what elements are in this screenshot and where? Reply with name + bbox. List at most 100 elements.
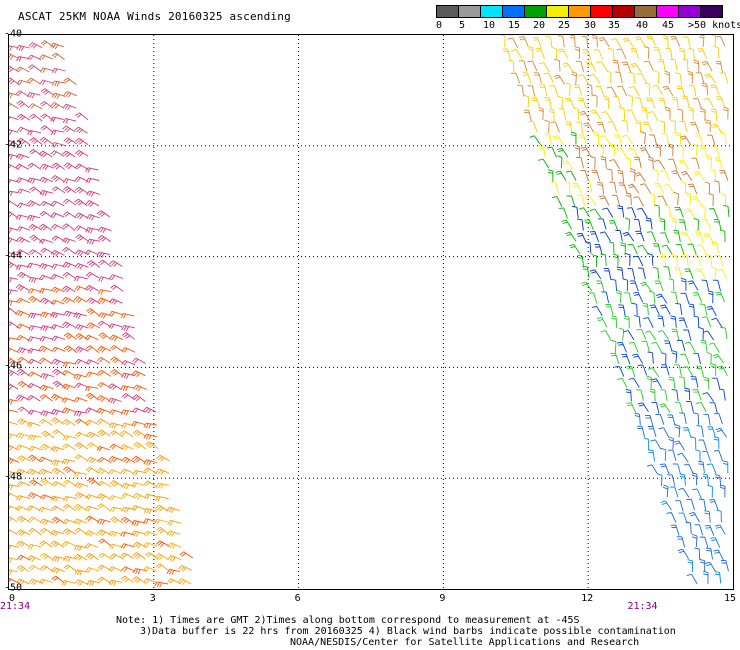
wind-barb <box>699 558 706 572</box>
wind-barb <box>108 397 122 404</box>
wind-barb <box>647 111 659 122</box>
wind-barb <box>121 566 136 572</box>
wind-barb <box>155 526 170 535</box>
wind-barb <box>714 571 722 584</box>
wind-barb <box>682 427 692 439</box>
wind-barb <box>50 299 65 306</box>
wind-barb <box>74 126 88 134</box>
wind-barb <box>624 217 631 231</box>
wind-barb <box>9 227 18 233</box>
wind-barb <box>17 126 31 133</box>
wind-barb <box>17 380 31 389</box>
wind-barb <box>591 169 601 181</box>
wind-barb <box>649 388 656 402</box>
wind-barb <box>671 389 679 402</box>
wind-barb <box>665 106 671 120</box>
wind-barb <box>589 269 602 280</box>
wind-barb <box>156 454 170 462</box>
wind-barb <box>84 385 99 392</box>
wind-barb <box>74 176 89 182</box>
wind-barb <box>39 288 53 294</box>
wind-barb <box>40 552 54 561</box>
wind-barb <box>687 183 698 195</box>
wind-barb <box>640 131 646 145</box>
wind-barb <box>693 412 700 425</box>
wind-barb <box>40 373 54 380</box>
wind-barb <box>132 541 147 549</box>
wind-barb <box>86 308 100 316</box>
wind-barb <box>144 493 158 500</box>
wind-barb <box>97 518 111 525</box>
wind-barb <box>590 155 596 169</box>
latitude-tick-label: -40 <box>4 28 23 40</box>
wind-barbs <box>9 35 730 588</box>
wind-barb <box>17 138 31 146</box>
wind-barb <box>85 167 99 173</box>
wind-barb <box>679 135 692 146</box>
wind-barb <box>673 191 679 206</box>
wind-barb <box>683 463 694 475</box>
wind-barb <box>85 530 99 537</box>
wind-barb <box>674 401 683 414</box>
wind-barb <box>131 482 146 488</box>
wind-barb <box>704 524 715 536</box>
wind-barb <box>653 47 662 59</box>
wind-barb <box>680 353 690 365</box>
wind-barb <box>653 243 662 255</box>
wind-barb <box>97 226 112 234</box>
wind-barb <box>27 555 41 562</box>
wind-barb <box>9 65 19 73</box>
wind-barb <box>618 304 626 317</box>
wind-barb <box>651 401 660 414</box>
wind-barb <box>694 547 701 561</box>
wind-barb <box>625 252 631 266</box>
wind-barb <box>611 315 618 328</box>
wind-barb <box>16 202 31 209</box>
wind-barb <box>108 298 123 305</box>
wind-barb <box>62 261 77 269</box>
wind-barb <box>723 106 729 120</box>
wind-barb <box>16 56 30 62</box>
wind-barb <box>74 569 89 576</box>
wind-barb <box>711 108 718 121</box>
wind-barb <box>85 494 100 500</box>
wind-barb <box>17 406 31 414</box>
wind-barb <box>674 206 684 218</box>
wind-barb <box>633 255 644 267</box>
wind-barb <box>692 291 703 303</box>
wind-barb <box>706 134 716 146</box>
wind-barb <box>62 198 77 206</box>
wind-barb <box>63 564 77 572</box>
wind-barb <box>9 421 18 425</box>
wind-barb <box>647 367 660 378</box>
wind-barb <box>579 110 591 122</box>
wind-barb <box>51 346 66 353</box>
wind-barb <box>687 243 697 255</box>
wind-barb <box>713 413 723 425</box>
wind-barb <box>687 280 699 291</box>
wind-barb <box>667 474 676 486</box>
wind-barb <box>109 443 124 450</box>
wind-barb <box>554 58 561 72</box>
wind-barb <box>73 503 88 511</box>
wind-barb <box>551 196 563 207</box>
wind-barb <box>51 567 65 574</box>
wind-barb <box>63 186 77 194</box>
wind-barb <box>611 339 617 353</box>
wind-barb <box>644 414 654 427</box>
wind-barb <box>557 155 563 169</box>
wind-barb <box>636 425 645 438</box>
wind-barb <box>707 426 716 438</box>
wind-barb <box>553 74 566 85</box>
wind-barb <box>9 277 18 283</box>
wind-barb <box>710 266 717 280</box>
wind-barb <box>16 515 31 523</box>
wind-barb <box>598 143 605 157</box>
wind-barb <box>544 97 552 109</box>
wind-barb <box>109 430 124 438</box>
wind-barb <box>617 378 628 389</box>
wind-barb <box>97 576 111 584</box>
wind-barb <box>663 266 671 278</box>
wind-barb <box>27 382 42 389</box>
wind-barb <box>155 495 169 502</box>
